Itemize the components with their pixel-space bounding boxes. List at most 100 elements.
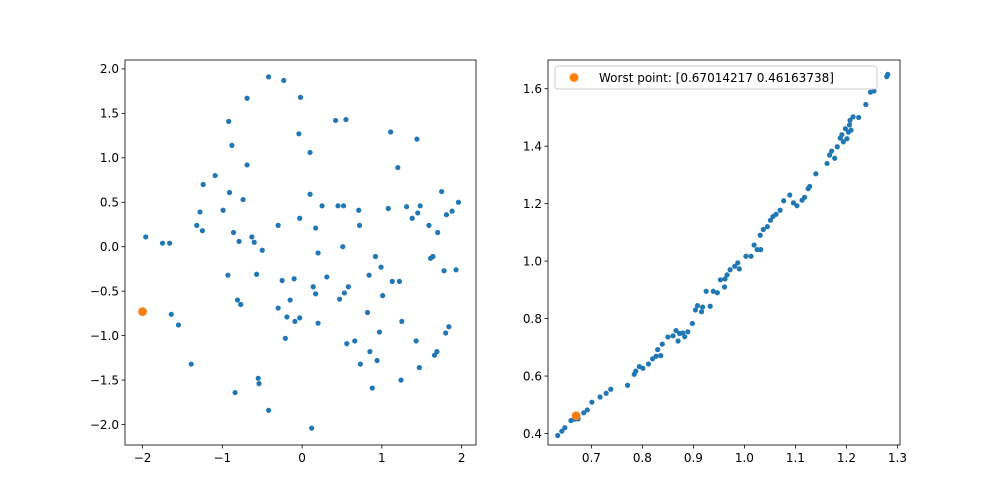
scatter-point xyxy=(374,357,380,364)
worst-point-marker xyxy=(138,307,147,317)
scatter-point xyxy=(409,215,415,221)
scatter-point xyxy=(685,329,691,335)
scatter-point xyxy=(356,222,363,228)
scatter-point xyxy=(802,194,808,200)
scatter-point xyxy=(764,224,770,230)
scatter-point xyxy=(319,203,325,209)
legend-marker xyxy=(569,73,579,82)
scatter-point xyxy=(399,318,405,325)
scatter-point xyxy=(710,288,716,294)
scatter-point xyxy=(689,320,695,327)
scatter-point xyxy=(256,381,262,387)
scatter-point xyxy=(675,338,681,344)
scatter-point xyxy=(234,297,241,303)
scatter-point xyxy=(827,152,833,158)
scatter-point xyxy=(364,309,371,316)
scatter-point xyxy=(236,238,242,244)
scatter-point xyxy=(281,77,287,84)
scatter-point xyxy=(813,171,819,177)
scatter-point xyxy=(226,189,233,196)
scatter-point xyxy=(199,228,205,234)
scatter-point xyxy=(244,162,250,168)
scatter-point xyxy=(653,353,659,359)
x-tick-label: 2 xyxy=(458,451,466,465)
scatter-point xyxy=(807,183,813,190)
y-tick-label: −1.0 xyxy=(90,329,119,343)
scatter-point xyxy=(251,239,257,245)
scatter-point xyxy=(212,172,218,179)
axes-frame xyxy=(124,59,477,446)
scatter-point xyxy=(435,229,441,236)
scatter-point xyxy=(297,315,303,321)
scatter-point xyxy=(352,338,358,344)
scatter-point xyxy=(727,267,733,273)
scatter-point xyxy=(356,207,362,213)
scatter-point xyxy=(341,290,347,296)
scatter-point xyxy=(230,229,237,236)
scatter-point xyxy=(777,207,783,213)
scatter-point xyxy=(413,338,419,344)
scatter-point xyxy=(416,365,422,371)
scatter-point xyxy=(773,211,779,217)
scatter-point xyxy=(369,385,375,391)
y-tick-label: 0.4 xyxy=(523,427,542,441)
scatter-point xyxy=(589,399,595,405)
scatter-point xyxy=(275,222,281,228)
scatter-point xyxy=(443,330,449,336)
scatter-point xyxy=(249,234,255,240)
scatter-point xyxy=(336,296,343,302)
scatter-point xyxy=(307,149,313,156)
scatter-point xyxy=(335,203,341,209)
y-tick-label: 1.4 xyxy=(523,139,542,153)
scatter-point xyxy=(200,181,206,188)
scatter-point xyxy=(624,382,631,388)
scatter-point xyxy=(159,240,166,246)
scatter-point xyxy=(721,284,728,290)
scatter-point xyxy=(673,328,679,334)
scatter-point xyxy=(781,198,787,204)
scatter-point xyxy=(426,222,432,228)
axes-frame xyxy=(547,59,901,446)
scatter-point xyxy=(284,314,290,320)
data-points xyxy=(138,74,462,431)
scatter-point xyxy=(665,334,671,340)
scatter-point xyxy=(307,191,313,197)
scatter-point xyxy=(292,318,298,325)
scatter-point xyxy=(357,361,363,367)
x-tick-label: 1.0 xyxy=(735,451,754,465)
scatter-point xyxy=(794,203,800,209)
scatter-point xyxy=(343,116,349,123)
scatter-point xyxy=(315,320,321,326)
scatter-point xyxy=(839,132,845,138)
scatter-point xyxy=(344,341,350,347)
scatter-point xyxy=(603,390,609,396)
scatter-point xyxy=(760,226,766,233)
x-tick-label: 0.9 xyxy=(684,451,703,465)
scatter-point xyxy=(758,247,764,253)
scatter-point xyxy=(840,139,846,145)
scatter-point xyxy=(340,203,347,209)
scatter-point xyxy=(655,347,661,353)
scatter-point xyxy=(871,88,877,94)
scatter-point xyxy=(244,95,250,101)
scatter-point xyxy=(403,204,410,210)
scatter-point xyxy=(297,94,304,100)
scatter-point xyxy=(790,200,796,206)
y-tick-label: 1.6 xyxy=(523,82,542,96)
scatter-point xyxy=(279,277,285,284)
scatter-point xyxy=(608,386,614,392)
scatter-point xyxy=(846,122,853,128)
worst-point-marker xyxy=(571,411,581,421)
scatter-point xyxy=(313,291,319,297)
scatter-point xyxy=(275,305,281,311)
scatter-point xyxy=(175,322,182,328)
scatter-point xyxy=(167,240,173,246)
x-tick-label: 1.1 xyxy=(786,451,805,465)
scatter-point xyxy=(453,267,459,273)
scatter-point xyxy=(834,144,840,150)
scatter-point xyxy=(707,303,713,309)
y-tick-label: −0.5 xyxy=(90,284,119,298)
y-tick-label: 1.2 xyxy=(523,197,542,211)
scatter-point xyxy=(434,349,440,355)
